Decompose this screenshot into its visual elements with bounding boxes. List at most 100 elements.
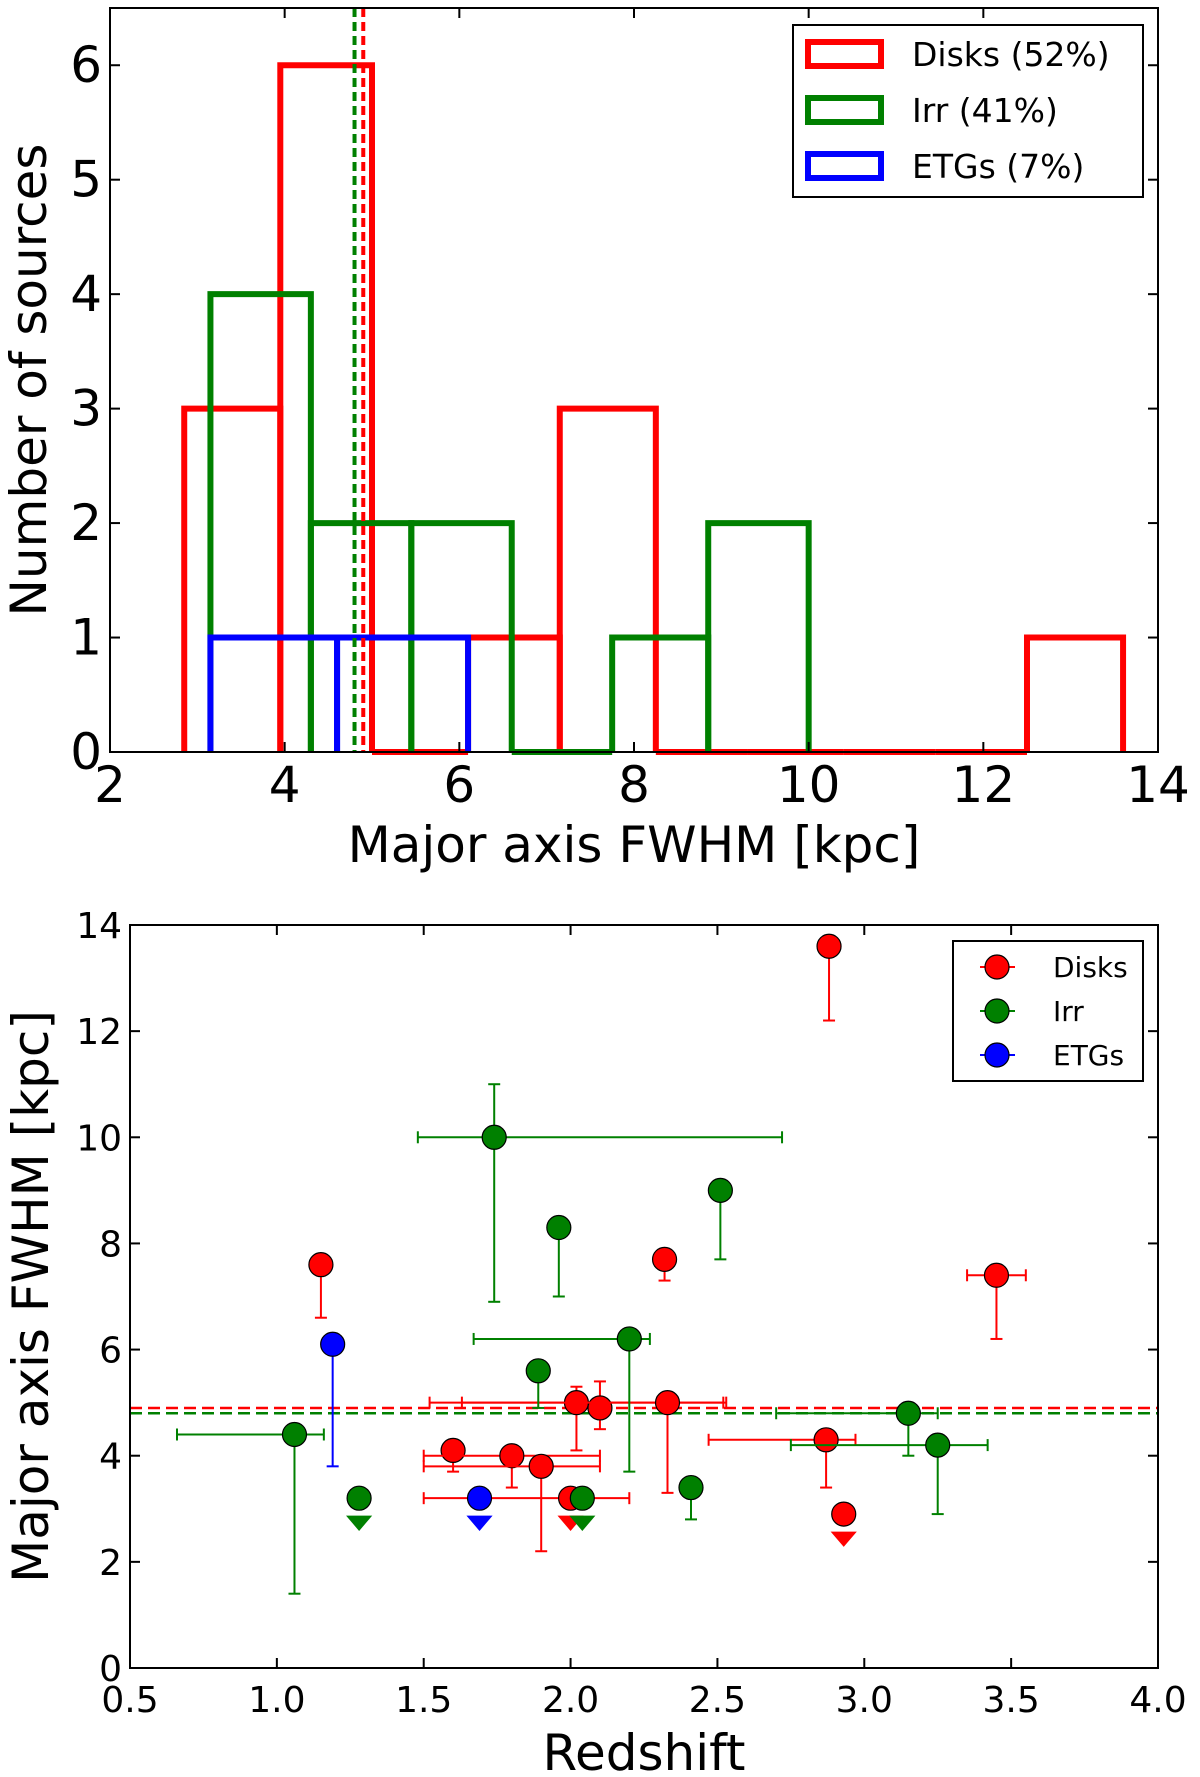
data-point [308,1252,334,1319]
data-point [416,1083,784,1303]
data-point [422,1453,601,1553]
data-point [707,1427,857,1489]
x-axis-label: Major axis FWHM [kpc] [348,816,921,874]
legend-label: Irr [1053,995,1084,1028]
data-point [422,1485,631,1531]
point-marker [654,1390,681,1416]
data-point [678,1474,704,1521]
point-marker [813,1427,839,1453]
y-tick-label: 0 [70,723,102,781]
hist-bar [1024,634,1127,752]
x-tick-label: 2.0 [542,1680,599,1721]
point-marker [440,1437,466,1464]
point-marker [678,1474,704,1501]
hist-bar [334,634,472,752]
x-tick-label: 2.5 [689,1680,746,1721]
point-marker [281,1421,308,1448]
legend: Disks Irr ETGs [952,940,1144,1082]
legend-marker [984,954,1010,980]
point-marker [525,1358,551,1384]
y-tick-label: 2 [70,494,102,552]
point-marker [546,1214,572,1241]
hist-bar [556,405,659,752]
y-tick-label: 0 [99,1649,122,1690]
y-tick-label: 8 [99,1224,122,1265]
point-marker [528,1453,554,1479]
legend-marker [984,998,1010,1024]
data-point [525,1358,551,1409]
x-tick-label: 4 [269,756,301,814]
legend-swatch [805,95,884,125]
legend-box [952,940,1144,1082]
x-tick-label: 2 [94,756,126,814]
legend-swatch [805,151,884,181]
y-tick-label: 6 [70,36,102,94]
legend-swatch [805,39,884,69]
x-tick-label: 12 [952,756,1016,814]
x-tick-label: 1.0 [248,1680,305,1721]
y-tick-label: 3 [70,380,102,438]
point-marker [616,1326,642,1352]
data-point [816,933,842,1022]
x-tick-label: 6 [443,756,475,814]
legend-label: Disks (52%) [912,35,1110,74]
y-tick-label: 6 [99,1331,122,1372]
x-tick-label: 14 [1126,756,1190,814]
scatter-series-disks [308,933,1027,1553]
upper-limit-arrow [466,1515,493,1531]
y-axis-label: Number of sources [0,144,58,617]
point-marker [651,1246,678,1272]
x-tick-label: 10 [777,756,841,814]
data-point [320,1331,346,1468]
data-point [428,1385,725,1452]
point-marker [587,1395,613,1421]
y-tick-label: 12 [76,1012,122,1053]
data-point [587,1380,613,1431]
x-tick-label: 3.5 [983,1680,1040,1721]
hist-bar [609,634,712,752]
x-tick-label: 0.5 [101,1680,158,1721]
legend-label: ETGs (7%) [912,147,1084,186]
point-marker [346,1485,372,1511]
legend-label: ETGs [1053,1039,1124,1072]
scatter-chart: 0.5 1.0 1.5 2.0 2.5 3.0 3.5 4.0 0 2 4 6 8 10 12 14 Redsh… [2,906,1187,1777]
point-marker [895,1400,921,1426]
hist-series-etgs [207,634,472,752]
y-tick-label: 10 [76,1118,122,1159]
upper-limit-arrow [830,1531,857,1547]
legend-label: Disks [1053,951,1128,984]
point-marker [499,1443,525,1469]
hist-bar [705,520,812,752]
y-tick-label: 4 [99,1437,122,1478]
scatter-series-irr [175,1083,989,1595]
hist-bar [207,634,341,752]
upper-limit-arrow [346,1515,373,1531]
legend-box [792,24,1144,198]
x-axis-label: Redshift [543,1724,746,1777]
point-marker [831,1501,857,1527]
point-marker [481,1124,507,1150]
y-tick-label: 4 [70,265,102,323]
data-point [546,1214,572,1298]
y-tick-label: 1 [70,609,102,667]
y-tick-label: 2 [99,1543,122,1584]
point-marker [320,1331,346,1357]
point-marker [707,1177,733,1203]
data-point [830,1501,857,1547]
y-axis-label: Major axis FWHM [kpc] [2,1010,60,1583]
data-point [466,1485,493,1531]
point-marker [466,1485,493,1511]
data-point [707,1177,733,1261]
point-marker [569,1485,595,1511]
data-point [175,1421,325,1595]
point-marker [816,933,842,959]
legend-marker [984,1042,1010,1068]
plot-frame [129,924,1159,1669]
hist-bar [181,405,284,752]
data-point [775,1400,939,1457]
data-point [422,1443,601,1489]
upper-limit-arrow [569,1515,596,1531]
data-point [651,1246,678,1282]
scatter-series-etgs [320,1331,493,1531]
hist-bar [207,291,314,752]
